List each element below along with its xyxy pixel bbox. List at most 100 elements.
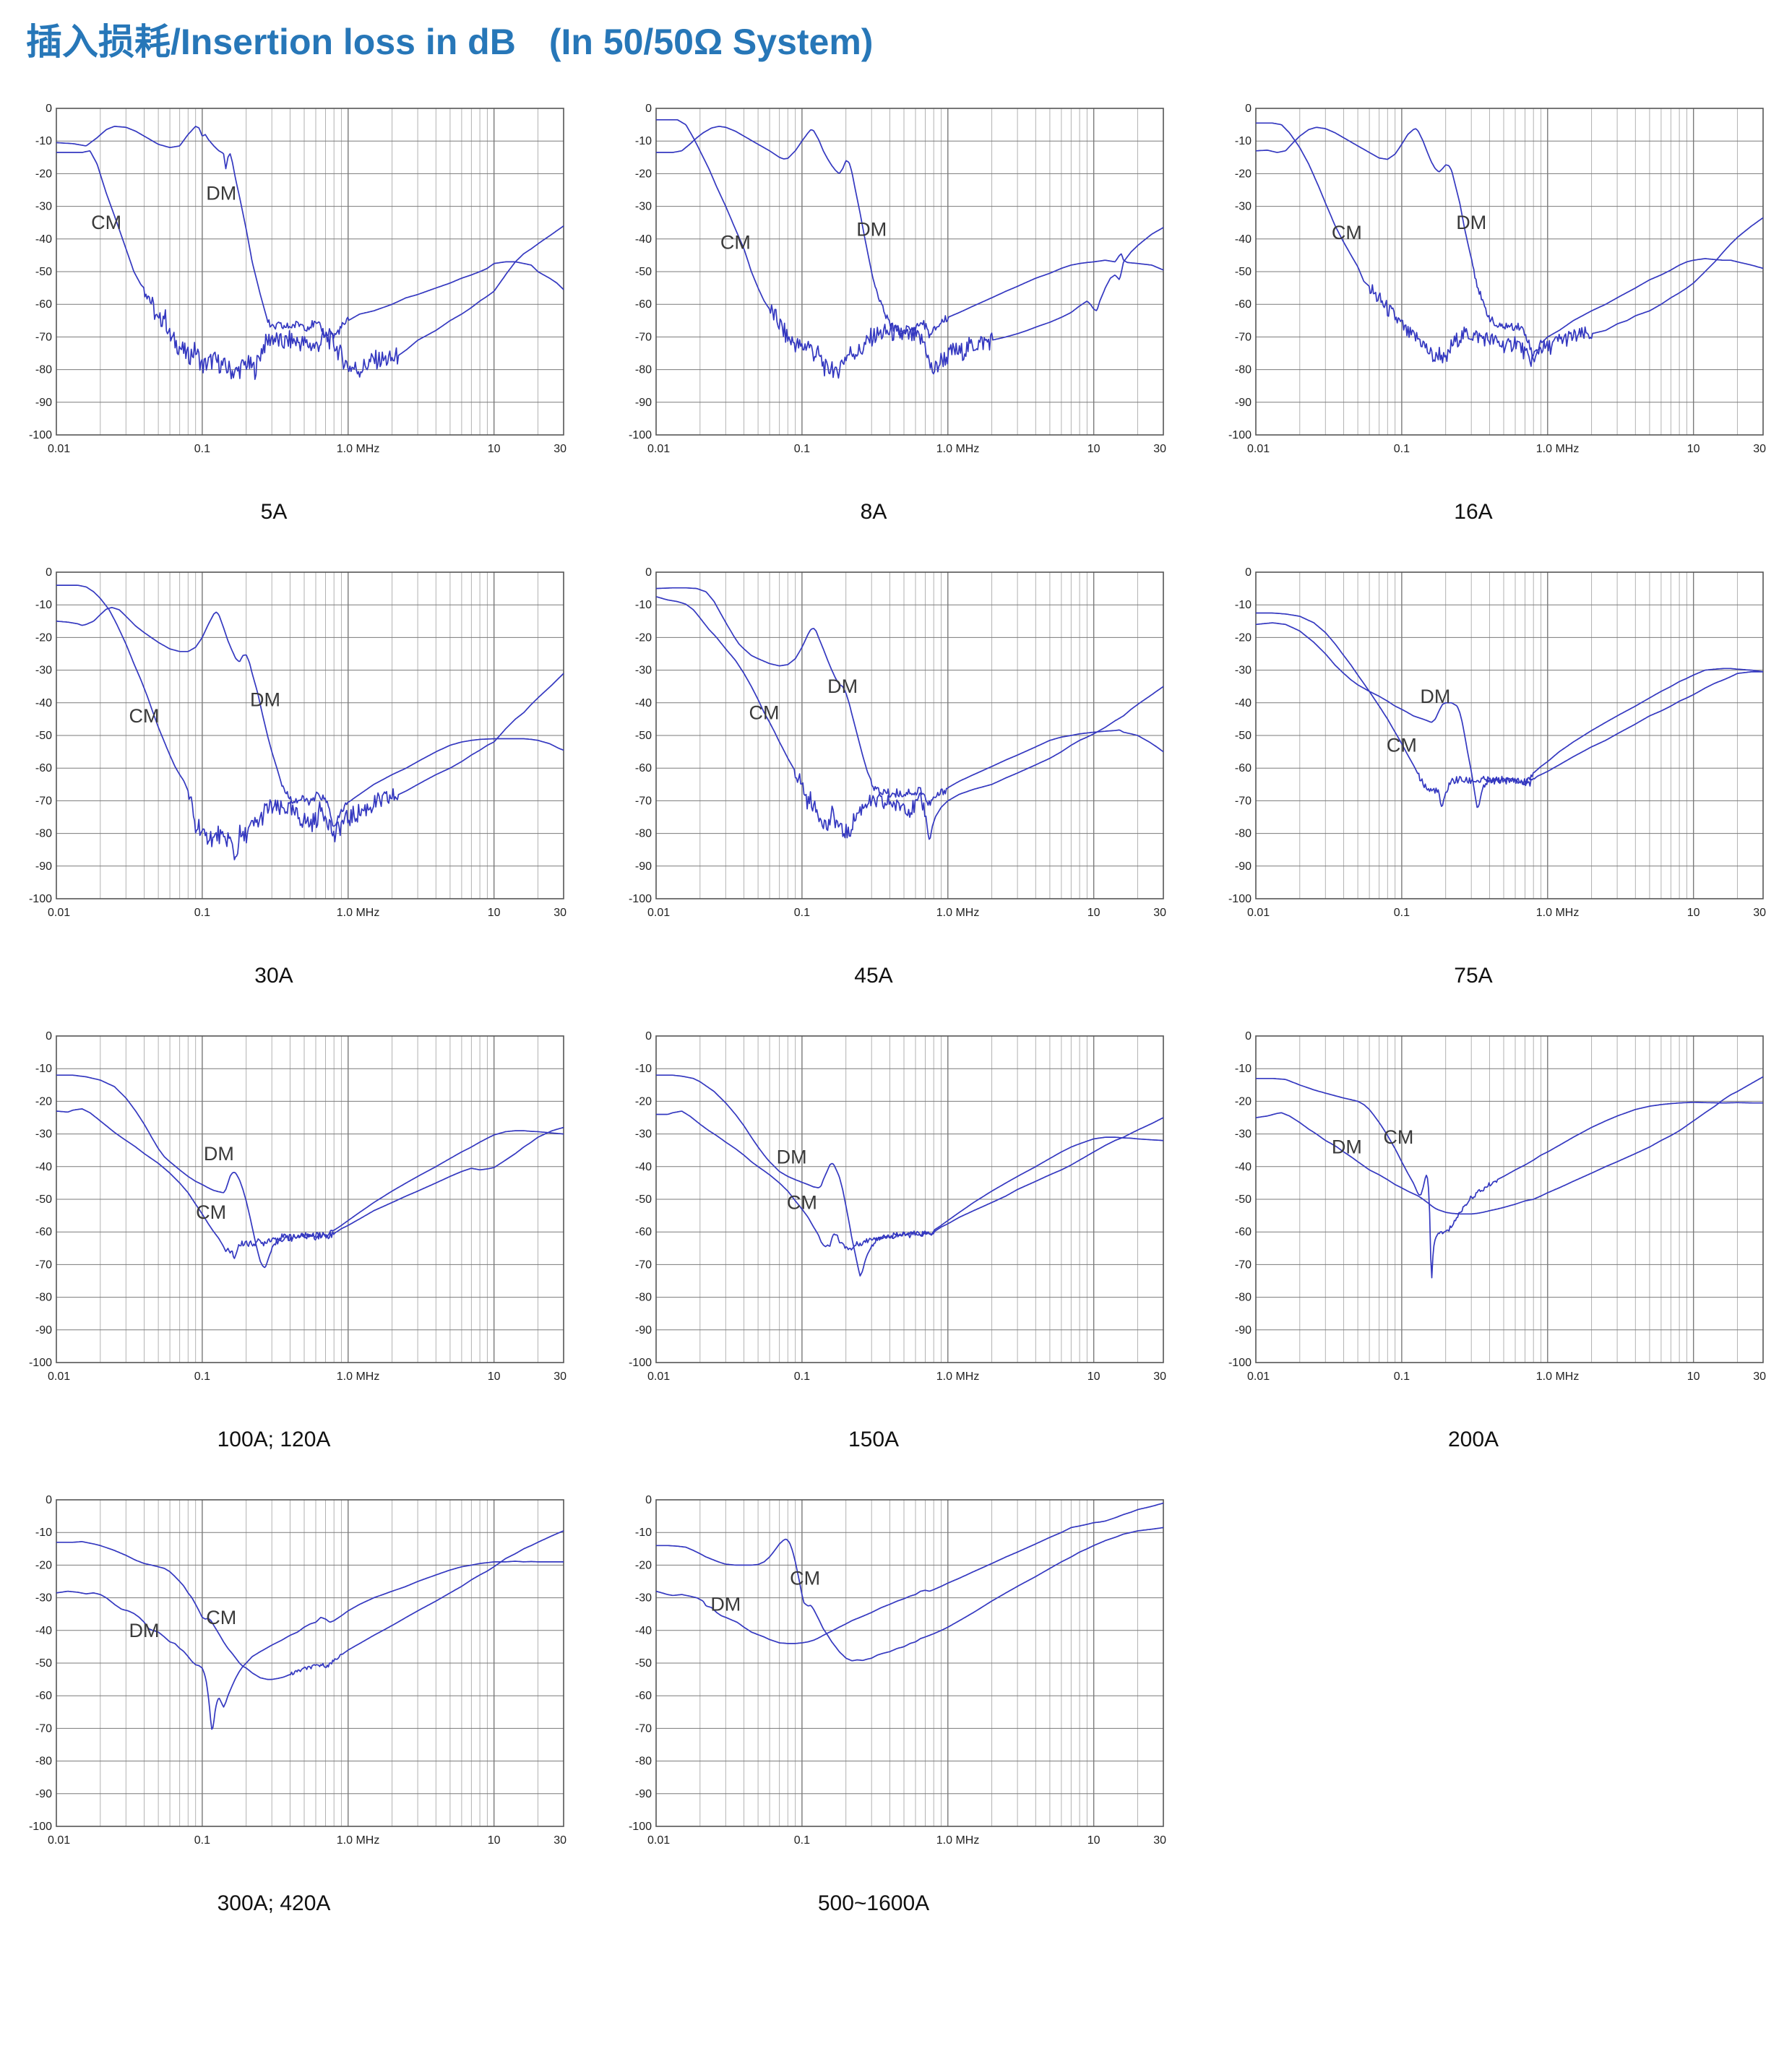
x-axis-tick: 1.0 MHz bbox=[337, 443, 380, 455]
cm-curve bbox=[656, 1110, 1164, 1251]
x-axis-tick: 0.01 bbox=[647, 1834, 670, 1847]
y-axis-tick: 0 bbox=[1245, 1030, 1252, 1043]
charts-grid: 0 -10 -20 -30 -40 -50 -60 -70 -80 -90 -100 0.01 0.1 1… bbox=[0, 65, 1792, 1916]
y-axis-tick: -40 bbox=[1235, 233, 1252, 246]
x-axis-tick: 0.1 bbox=[194, 443, 210, 455]
cm-curve bbox=[655, 596, 1164, 840]
y-axis-tick: -80 bbox=[35, 1756, 52, 1768]
chart-cell-150a: 0 -10 -20 -30 -40 -50 -60 -70 -80 -90 -100 0.01 0.1 1… bbox=[620, 1030, 1178, 1452]
cm-curve bbox=[56, 584, 564, 860]
y-axis-tick: -80 bbox=[1235, 1292, 1252, 1304]
y-axis-tick: -70 bbox=[35, 1259, 52, 1271]
y-axis-tick: -70 bbox=[35, 1722, 52, 1735]
x-axis-tick: 0.1 bbox=[1394, 907, 1410, 919]
y-axis-tick: 0 bbox=[46, 566, 52, 579]
y-axis-tick: -90 bbox=[35, 397, 52, 409]
y-axis-tick: 0 bbox=[645, 103, 652, 115]
y-axis-tick: -60 bbox=[35, 762, 52, 774]
y-axis-tick: 0 bbox=[645, 1030, 652, 1043]
x-axis-tick: 30 bbox=[553, 1370, 567, 1383]
y-axis-tick: -40 bbox=[1235, 697, 1252, 709]
y-axis-tick: -80 bbox=[635, 1756, 652, 1768]
y-axis-tick: -20 bbox=[1235, 631, 1252, 644]
dm-label: DM bbox=[1332, 1136, 1362, 1158]
y-axis-tick: -10 bbox=[1235, 599, 1252, 611]
cm-label: CM bbox=[129, 705, 160, 727]
y-axis-tick: -30 bbox=[35, 1128, 52, 1141]
x-axis-tick: 1.0 MHz bbox=[936, 1370, 980, 1383]
y-axis-tick: -60 bbox=[635, 1226, 652, 1238]
y-axis-tick: -10 bbox=[35, 1527, 52, 1539]
y-axis-tick: -60 bbox=[35, 1226, 52, 1238]
y-axis-tick: -70 bbox=[35, 331, 52, 343]
y-axis-tick: -70 bbox=[1235, 1259, 1252, 1271]
dm-label: DM bbox=[1420, 686, 1450, 707]
y-axis-tick: -30 bbox=[35, 665, 52, 677]
y-axis-tick: -70 bbox=[635, 795, 652, 807]
plot-frame bbox=[56, 108, 564, 436]
y-axis-tick: -60 bbox=[635, 762, 652, 774]
y-axis-tick: -20 bbox=[35, 1095, 52, 1108]
y-axis-tick: 0 bbox=[46, 1494, 52, 1506]
y-axis-tick: -70 bbox=[1235, 795, 1252, 807]
x-axis-tick: 30 bbox=[1153, 1834, 1166, 1847]
chart-caption: 500~1600A bbox=[817, 1891, 930, 1915]
dm-label: DM bbox=[129, 1620, 160, 1641]
x-axis-tick: 1.0 MHz bbox=[1536, 443, 1580, 455]
y-axis-tick: -40 bbox=[35, 1625, 52, 1637]
dm-label: DM bbox=[1456, 212, 1486, 233]
y-axis-tick: -50 bbox=[635, 1657, 652, 1670]
y-axis-tick: -30 bbox=[35, 1592, 52, 1605]
x-axis-tick: 1.0 MHz bbox=[337, 907, 380, 919]
cm-label: CM bbox=[1332, 222, 1362, 243]
y-axis-tick: -30 bbox=[1235, 665, 1252, 677]
dm-curve bbox=[656, 1074, 1163, 1277]
y-axis-tick: -100 bbox=[1228, 1357, 1252, 1369]
y-axis-tick: -10 bbox=[1235, 135, 1252, 147]
chart-caption: 100A; 120A bbox=[217, 1428, 331, 1451]
x-axis-tick: 10 bbox=[1087, 907, 1100, 919]
x-axis-tick: 0.1 bbox=[794, 1370, 810, 1383]
y-axis-tick: -20 bbox=[1235, 168, 1252, 180]
y-axis-tick: -50 bbox=[35, 266, 52, 278]
y-axis-tick: -20 bbox=[35, 631, 52, 644]
y-axis-tick: -90 bbox=[635, 397, 652, 409]
x-axis-tick: 0.01 bbox=[1247, 443, 1270, 455]
dm-label: DM bbox=[777, 1146, 807, 1167]
y-axis-tick: -60 bbox=[1235, 298, 1252, 311]
x-axis-tick: 10 bbox=[1687, 443, 1700, 455]
y-axis-tick: -100 bbox=[629, 893, 652, 905]
y-axis-tick: -30 bbox=[635, 1592, 652, 1605]
chart-caption: 300A; 420A bbox=[217, 1891, 331, 1915]
x-axis-tick: 0.01 bbox=[48, 907, 70, 919]
cm-label: CM bbox=[749, 702, 779, 723]
y-axis-tick: -30 bbox=[35, 201, 52, 213]
y-axis-tick: -10 bbox=[635, 1527, 652, 1539]
cm-label: CM bbox=[196, 1201, 226, 1223]
chart-30a: 0 -10 -20 -30 -40 -50 -60 -70 -80 -90 -100 0.01 0.1 1… bbox=[29, 566, 567, 919]
y-axis-tick: -20 bbox=[635, 1559, 652, 1571]
y-axis-tick: -40 bbox=[35, 233, 52, 246]
dm-curve bbox=[1255, 622, 1764, 808]
y-axis-tick: -20 bbox=[635, 168, 652, 180]
chart-cell-100a-120a: 0 -10 -20 -30 -40 -50 -60 -70 -80 -90 -100 0.01 0.1 1… bbox=[20, 1030, 578, 1452]
y-axis-tick: -10 bbox=[35, 1063, 52, 1075]
y-axis-tick: -20 bbox=[35, 168, 52, 180]
x-axis-tick: 0.01 bbox=[48, 1834, 70, 1847]
x-axis-tick: 0.1 bbox=[194, 1370, 210, 1383]
chart-cell-75a: 0 -10 -20 -30 -40 -50 -60 -70 -80 -90 -100 0.01 0.1 1… bbox=[1220, 566, 1778, 988]
cm-curve bbox=[1256, 122, 1764, 367]
y-axis-tick: -70 bbox=[635, 1722, 652, 1735]
x-axis-tick: 1.0 MHz bbox=[936, 443, 980, 455]
y-axis-tick: -90 bbox=[1235, 397, 1252, 409]
dm-curve bbox=[56, 1561, 564, 1730]
cm-curve bbox=[1256, 612, 1763, 807]
plot-frame bbox=[1255, 108, 1764, 436]
x-axis-tick: 30 bbox=[1153, 907, 1166, 919]
chart-caption: 5A bbox=[260, 500, 288, 524]
y-axis-tick: -50 bbox=[35, 1657, 52, 1670]
y-axis-tick: -10 bbox=[35, 135, 52, 147]
